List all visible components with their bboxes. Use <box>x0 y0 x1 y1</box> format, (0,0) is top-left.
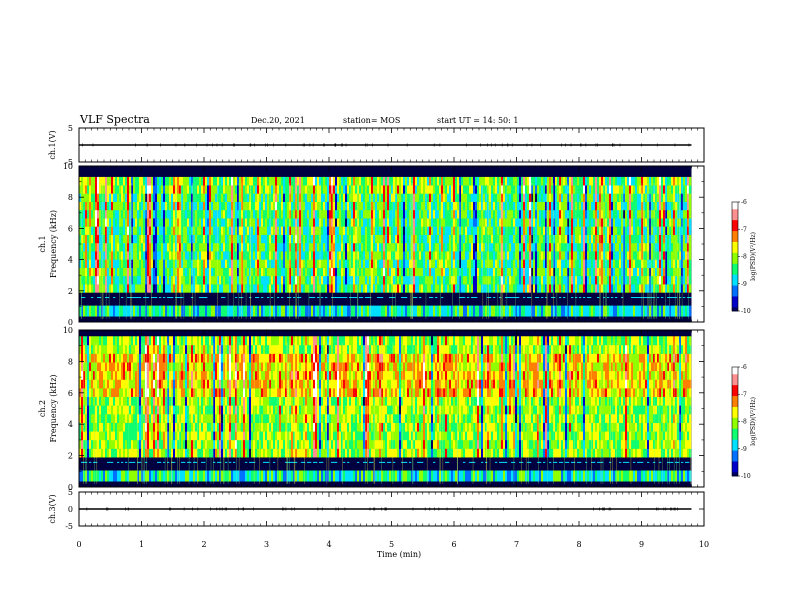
start-time-label: start UT = 14: 50: 1 <box>437 116 518 125</box>
ch1-waveform-ytick-label: 5 <box>68 124 73 133</box>
time-tick-label: 5 <box>389 540 394 549</box>
ch2-spectrogram-ytick-label: 6 <box>68 389 73 398</box>
ch1-spectrogram-ytick-label: 0 <box>68 318 73 327</box>
time-tick-label: 10 <box>699 540 709 549</box>
ch1-spectrogram-colorbar-tick: -8 <box>741 254 747 261</box>
ch1-waveform-ytick-label: -5 <box>65 158 73 167</box>
ch1-spectrogram-colorbar-label: log(PSD)(V²/Hz) <box>750 232 757 281</box>
ch2-spectrogram-colorbar-tick: -10 <box>741 473 751 480</box>
time-axis: 0 1 2 3 4 5 6 7 8 9 10 <box>76 540 709 549</box>
ch2-spectrogram-ytick-label: 2 <box>68 452 73 461</box>
ch1-waveform-ylabel: ch.1(V) <box>48 130 57 159</box>
time-tick-label: 8 <box>576 540 581 549</box>
ch2-spectrogram-panel: 0 2 4 6 8 10 ch.2 Frequency (kHz) <box>38 326 705 492</box>
ch1-spectrogram-ytick-label: 10 <box>63 162 73 171</box>
ch3-waveform-ytick-label: -5 <box>65 522 73 531</box>
ch2-spectrogram-colorbar-tick: -8 <box>741 419 747 426</box>
ch2-spectrogram-ylabel: ch.2 <box>38 400 47 417</box>
time-tick-label: 9 <box>639 540 644 549</box>
time-axis-label: Time (min) <box>377 550 421 559</box>
ch1-spectrogram-panel: 0 2 4 6 8 10 ch.1 Frequency (kHz) <box>38 162 705 327</box>
ch3-waveform-panel: 5 0 -5 ch.3(V) <box>48 488 705 531</box>
ch2-spectrogram-ytick-label: 4 <box>68 420 73 429</box>
ch1-waveform-panel: 5 -5 ch.1(V) <box>48 124 705 167</box>
ch3-waveform-ytick-label: 0 <box>68 505 73 514</box>
date-label: Dec.20, 2021 <box>251 116 305 125</box>
ch2-spectrogram-ylabel: Frequency (kHz) <box>49 374 58 442</box>
figure-title: VLF Spectra <box>79 113 150 126</box>
ch1-spectrogram-colorbar-tick: -9 <box>741 281 747 288</box>
ch3-waveform-ylabel: ch.3(V) <box>48 494 57 523</box>
time-tick-label: 1 <box>139 540 144 549</box>
ch1-spectrogram-colorbar-tick: -7 <box>741 226 747 233</box>
ch2-spectrogram-colorbar-tick: -9 <box>741 446 747 453</box>
time-tick-label: 6 <box>451 540 456 549</box>
ch3-waveform-ytick-label: 5 <box>68 488 73 497</box>
ch2-spectrogram-colorbar-label: log(PSD)(V²/Hz) <box>750 397 757 446</box>
ch2-spectrogram-colorbar-tick: -7 <box>741 391 747 398</box>
time-tick-label: 4 <box>326 540 331 549</box>
colorbars: -6 -7 -8 -9 -10 log(PSD)(V²/Hz) -6 -7 -8 -9 -10 log… <box>731 199 757 480</box>
ch1-spectrogram-colorbar-tick: -10 <box>741 308 751 315</box>
ch1-spectrogram-colorbar-tick: -6 <box>741 199 747 206</box>
ch1-spectrogram-ytick-label: 4 <box>68 256 73 265</box>
time-tick-label: 2 <box>201 540 206 549</box>
time-tick-label: 0 <box>76 540 81 549</box>
time-tick-label: 3 <box>264 540 269 549</box>
ch1-spectrogram-ylabel: ch.1 <box>38 235 47 252</box>
time-tick-label: 7 <box>514 540 519 549</box>
ch1-spectrogram-ytick-label: 2 <box>68 287 73 296</box>
ch1-spectrogram-ytick-label: 6 <box>68 224 73 233</box>
ch2-spectrogram-ytick-label: 8 <box>68 357 73 366</box>
ch1-spectrogram-ytick-label: 8 <box>68 193 73 202</box>
ch2-spectrogram-ytick-label: 0 <box>68 483 73 492</box>
station-label: station= MOS <box>343 116 400 125</box>
ch2-spectrogram-ytick-label: 10 <box>63 326 73 335</box>
ch1-spectrogram-ylabel: Frequency (kHz) <box>49 210 58 278</box>
ch2-spectrogram-colorbar-tick: -6 <box>741 364 747 371</box>
